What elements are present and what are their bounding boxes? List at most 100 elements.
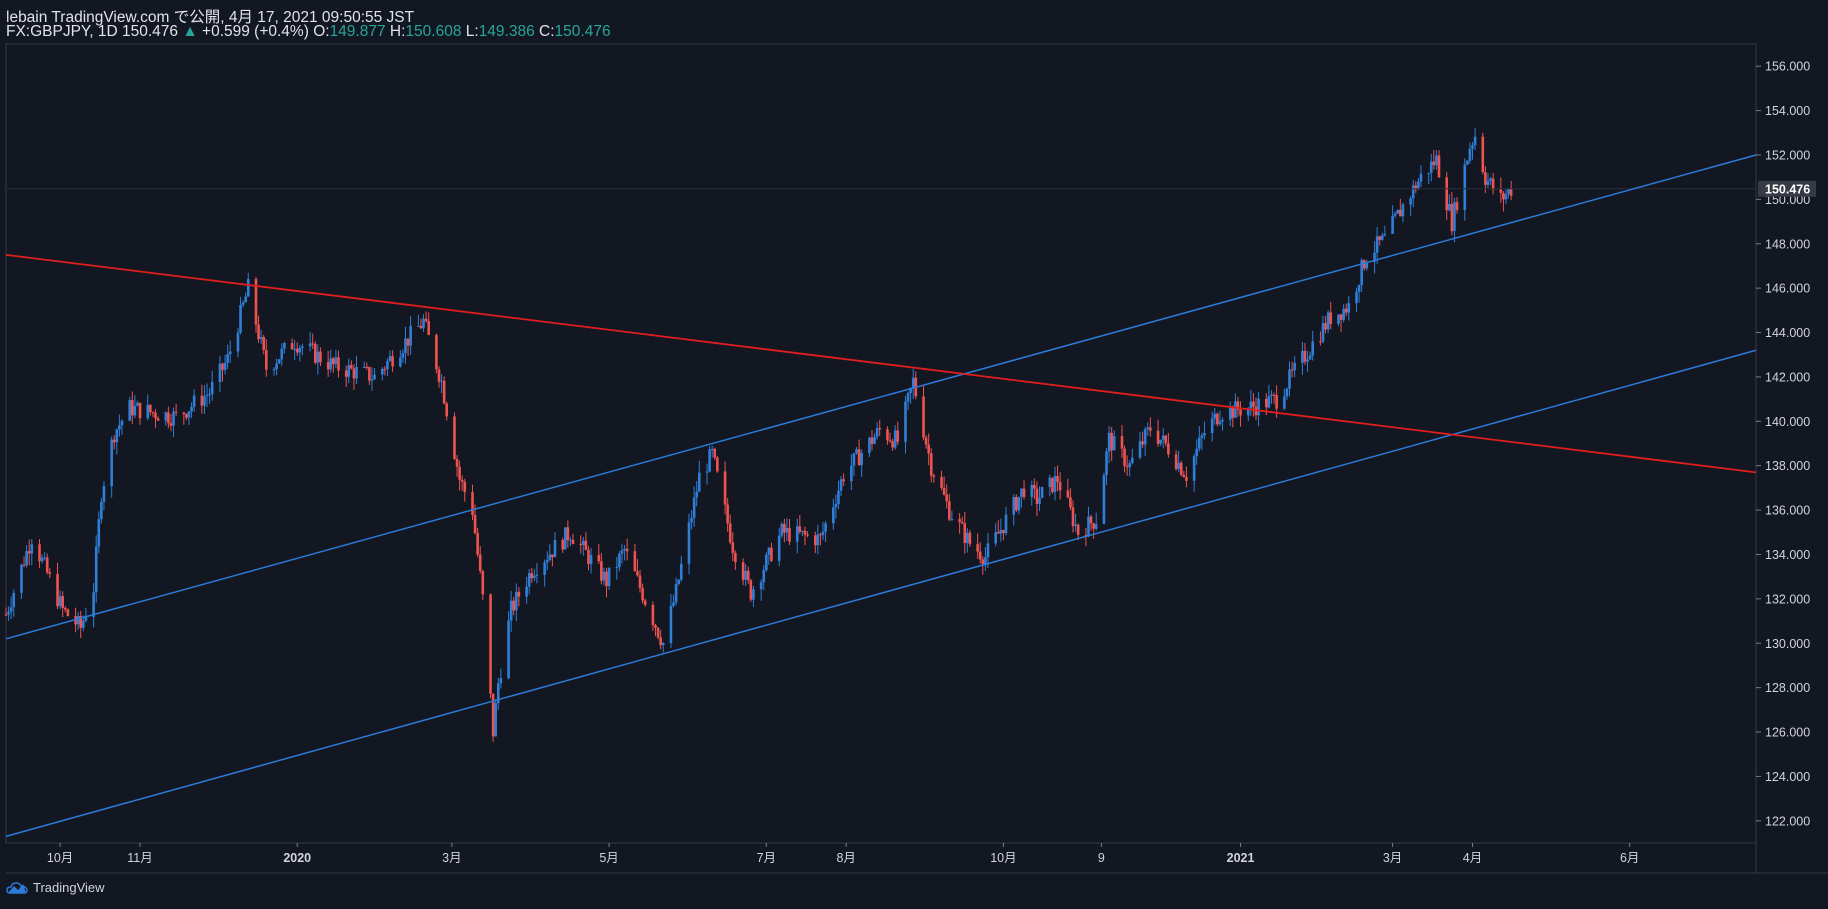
candle: [1146, 422, 1150, 436]
candle: [1017, 496, 1021, 515]
candle-body: [1038, 497, 1041, 504]
candle-body: [1445, 177, 1449, 211]
candle: [1375, 227, 1379, 264]
candle: [1149, 417, 1152, 437]
price-axis[interactable]: 122.000 124.000 126.000 128.000 130.000 132.0…: [6, 60, 1816, 829]
candle: [661, 642, 665, 653]
candle: [654, 623, 657, 637]
candle-body: [1272, 394, 1276, 396]
x-tick-label: 4月: [1463, 851, 1482, 865]
candle: [1447, 194, 1451, 212]
candle: [1231, 405, 1235, 428]
candle: [149, 404, 152, 416]
candle: [1337, 314, 1340, 327]
candle-body: [128, 400, 132, 421]
candle: [1164, 434, 1168, 447]
symbol-label[interactable]: FX:GBPJPY, 1D: [6, 23, 118, 40]
candle-body: [615, 567, 619, 569]
candle-body: [1347, 303, 1351, 313]
candle: [1015, 494, 1018, 513]
candle-body: [1197, 437, 1201, 449]
candle-body: [1267, 396, 1271, 408]
time-axis[interactable]: 10月 11月 2020 3月 5月 7月 8月 10月 9 2021 3月 4月 6月: [47, 843, 1640, 865]
candles: [4, 127, 1513, 742]
candle: [460, 475, 464, 491]
candle-body: [370, 379, 374, 381]
candle: [1004, 506, 1008, 536]
y-tick-label: 130.000: [1765, 637, 1810, 651]
candle: [352, 363, 356, 390]
candle-body: [1015, 496, 1018, 511]
candle: [1471, 141, 1474, 160]
candle-body: [661, 643, 665, 646]
candle-body: [246, 278, 250, 297]
candle-body: [1435, 155, 1438, 166]
candle: [1143, 426, 1147, 456]
candle: [548, 544, 552, 562]
candle: [687, 513, 691, 575]
candle-body: [373, 374, 376, 380]
candle: [1221, 417, 1224, 431]
candle-body: [548, 554, 552, 561]
candle-body: [1213, 413, 1217, 419]
candle: [530, 567, 534, 583]
candle: [313, 341, 317, 365]
candle-body: [1040, 487, 1044, 498]
candle: [203, 385, 206, 414]
candle-body: [1020, 488, 1023, 497]
candle: [1071, 500, 1075, 533]
candle: [1270, 390, 1273, 404]
candle-body: [888, 440, 892, 442]
candle: [966, 528, 969, 553]
candle: [620, 543, 624, 564]
candle-body: [329, 358, 333, 370]
candle: [553, 532, 557, 558]
candle-body: [409, 326, 412, 346]
candle: [1249, 389, 1253, 416]
candle-body: [515, 591, 518, 611]
candle: [860, 449, 863, 477]
candle-body: [1393, 213, 1397, 216]
candle: [350, 360, 353, 370]
candle-body: [440, 380, 443, 382]
resistance-line[interactable]: [5, 253, 1757, 474]
candle-body: [1399, 209, 1402, 217]
candle: [4, 607, 8, 616]
candle: [1022, 480, 1026, 500]
tradingview-brand[interactable]: TradingView: [6, 880, 105, 895]
candle: [118, 414, 121, 437]
candle: [370, 367, 374, 391]
candle-body: [996, 532, 1000, 534]
candle: [1105, 448, 1108, 485]
candle: [806, 531, 809, 538]
candle-body: [1053, 476, 1057, 492]
candle-body: [695, 491, 699, 498]
candle: [1035, 481, 1039, 517]
candle: [1450, 191, 1454, 236]
candle-body: [579, 543, 583, 545]
candle-body: [708, 449, 711, 472]
y-tick-label: 126.000: [1765, 726, 1810, 740]
candle: [924, 435, 928, 449]
candle-body: [94, 546, 98, 593]
candle-body: [84, 616, 88, 621]
candle-body: [906, 393, 910, 402]
candle: [909, 387, 912, 404]
candle: [283, 341, 286, 354]
candle-body: [79, 616, 83, 628]
candle-body: [654, 625, 657, 628]
candle: [509, 590, 513, 632]
candle-body: [535, 574, 539, 576]
candle: [1344, 303, 1348, 317]
trendlines[interactable]: [5, 154, 1757, 838]
candle-body: [669, 605, 673, 644]
x-tick-label: 5月: [599, 851, 618, 865]
candle-body: [167, 412, 170, 424]
candle-body: [968, 532, 972, 545]
channel-lower[interactable]: [5, 349, 1757, 838]
channel-upper[interactable]: [5, 154, 1757, 640]
candle-body: [1453, 202, 1456, 232]
candle-body: [399, 357, 402, 367]
candle: [1110, 426, 1113, 462]
